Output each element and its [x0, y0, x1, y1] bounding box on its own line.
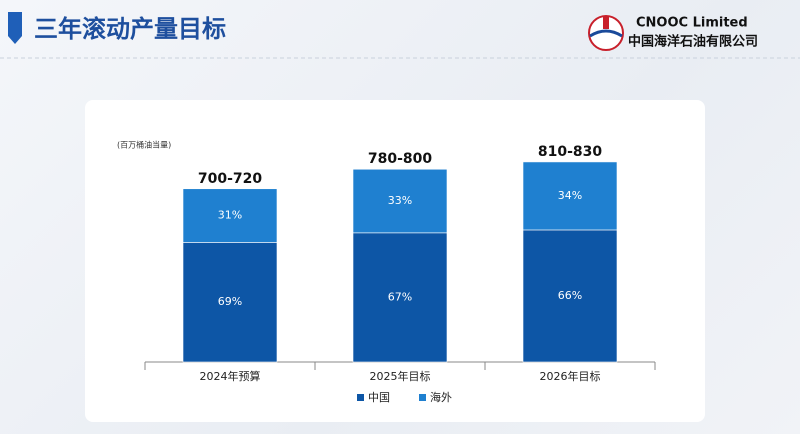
bar-segment: [522, 161, 618, 231]
legend-swatch: [357, 394, 364, 401]
bar-segment: [182, 242, 278, 363]
page-title: 三年滚动产量目标: [34, 15, 226, 43]
bar: [522, 161, 618, 363]
value-label: 66%: [558, 289, 582, 302]
bar-segment: [352, 232, 448, 363]
value-label: 69%: [218, 295, 242, 308]
value-label: 33%: [388, 194, 412, 207]
bar-segment: [182, 188, 278, 243]
legend-swatch: [419, 394, 426, 401]
legend-label: 中国: [368, 391, 390, 404]
unit-label: (百万桶油当量): [117, 140, 171, 150]
company-cn: 中国海洋石油有限公司: [628, 34, 758, 50]
total-label: 810-830: [538, 144, 603, 160]
value-label: 34%: [558, 189, 582, 202]
legend-label: 海外: [430, 390, 452, 404]
x-tick-label: 2025年目标: [370, 369, 431, 383]
title-icon: [8, 12, 22, 44]
x-tick-label: 2026年目标: [540, 369, 601, 383]
x-tick-label: 2024年预算: [200, 369, 261, 383]
company-en: CNOOC Limited: [636, 16, 748, 31]
total-label: 780-800: [368, 151, 433, 167]
bar-segment: [522, 229, 618, 363]
value-label: 67%: [388, 290, 412, 303]
bar: [352, 168, 448, 363]
value-label: 31%: [218, 209, 242, 222]
bar: [182, 188, 278, 363]
total-label: 700-720: [198, 171, 263, 187]
logo: [588, 15, 624, 51]
bar-segment: [352, 168, 448, 234]
